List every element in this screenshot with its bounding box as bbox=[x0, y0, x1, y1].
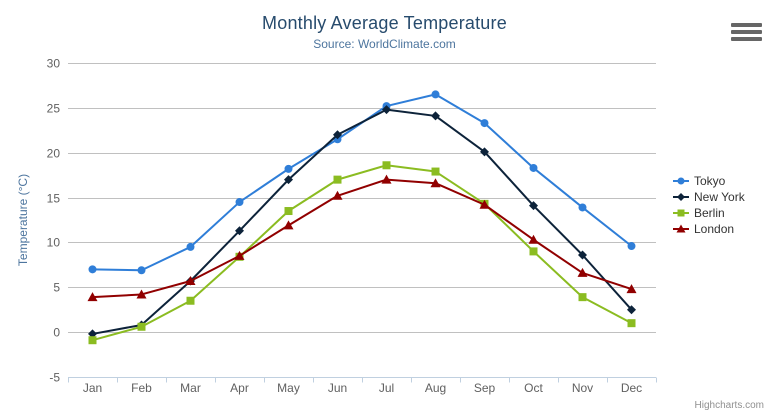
marker-london[interactable] bbox=[430, 178, 441, 188]
marker-tokyo[interactable] bbox=[137, 266, 146, 275]
credits-link[interactable]: Highcharts.com bbox=[694, 400, 764, 411]
hamburger-icon bbox=[731, 36, 762, 41]
marker-new-york[interactable] bbox=[578, 250, 587, 260]
marker-tokyo[interactable] bbox=[284, 164, 293, 173]
x-axis-tick-label: Dec bbox=[621, 381, 642, 395]
marker-tokyo[interactable] bbox=[480, 119, 489, 128]
marker-new-york[interactable] bbox=[431, 111, 440, 121]
marker-berlin[interactable] bbox=[88, 336, 97, 345]
marker-london[interactable] bbox=[528, 234, 539, 244]
legend-item-tokyo[interactable]: Tokyo bbox=[673, 173, 745, 189]
marker-new-york[interactable] bbox=[235, 226, 244, 236]
x-axis-tick-label: Apr bbox=[230, 381, 249, 395]
marker-berlin[interactable] bbox=[186, 296, 195, 305]
legend-marker-square-icon bbox=[673, 209, 689, 217]
marker-berlin[interactable] bbox=[382, 161, 391, 170]
x-axis-tick-label: Mar bbox=[180, 381, 201, 395]
legend-marker-diamond-icon bbox=[673, 193, 689, 201]
marker-london[interactable] bbox=[332, 190, 343, 200]
x-axis-tick-label: Feb bbox=[131, 381, 152, 395]
y-axis-tick-label: 15 bbox=[47, 192, 61, 206]
marker-tokyo[interactable] bbox=[627, 242, 636, 251]
x-axis-tick-label: Sep bbox=[474, 381, 496, 395]
marker-new-york[interactable] bbox=[88, 329, 97, 339]
legend-symbol bbox=[677, 177, 685, 185]
legend-marker-circle-icon bbox=[673, 177, 689, 185]
series-line-tokyo bbox=[91, 93, 633, 272]
legend: Tokyo New York Berlin London bbox=[673, 173, 745, 237]
legend-label: Berlin bbox=[694, 206, 725, 220]
series-line-new-york bbox=[91, 108, 633, 335]
marker-london[interactable] bbox=[185, 276, 196, 286]
legend-item-new-york[interactable]: New York bbox=[673, 189, 745, 205]
marker-london[interactable] bbox=[479, 199, 490, 209]
marker-berlin[interactable] bbox=[529, 247, 538, 256]
x-axis-tick-label: Jan bbox=[83, 381, 102, 395]
legend-item-london[interactable]: London bbox=[673, 221, 745, 237]
legend-item-berlin[interactable]: Berlin bbox=[673, 205, 745, 221]
context-menu-button[interactable] bbox=[731, 22, 763, 44]
y-axis-tick-label: -5 bbox=[49, 371, 60, 385]
marker-berlin[interactable] bbox=[431, 167, 440, 176]
marker-tokyo[interactable] bbox=[431, 90, 440, 99]
marker-london[interactable] bbox=[136, 289, 147, 299]
chart-subtitle: Source: WorldClimate.com bbox=[313, 37, 456, 51]
y-axis-title: Temperature (°C) bbox=[16, 174, 30, 266]
marker-london[interactable] bbox=[87, 292, 98, 302]
y-axis-tick-label: 0 bbox=[53, 326, 60, 340]
marker-london[interactable] bbox=[381, 174, 392, 184]
y-axis-tick-label: 25 bbox=[47, 102, 61, 116]
x-axis-tick-label: Jul bbox=[379, 381, 394, 395]
marker-berlin[interactable] bbox=[627, 319, 636, 328]
legend-marker-triangle-icon bbox=[673, 224, 689, 233]
hamburger-icon bbox=[731, 29, 762, 34]
legend-symbol bbox=[676, 224, 686, 233]
legend-symbol bbox=[677, 209, 685, 217]
legend-label: New York bbox=[694, 190, 745, 204]
chart-title: Monthly Average Temperature bbox=[262, 13, 507, 33]
marker-new-york[interactable] bbox=[529, 201, 538, 211]
marker-tokyo[interactable] bbox=[578, 203, 587, 212]
hamburger-icon bbox=[731, 22, 762, 27]
y-axis-tick-label: 10 bbox=[47, 236, 61, 250]
marker-tokyo[interactable] bbox=[235, 198, 244, 207]
marker-tokyo[interactable] bbox=[88, 265, 97, 274]
x-axis-tick-label: Jun bbox=[328, 381, 347, 395]
marker-tokyo[interactable] bbox=[186, 242, 195, 251]
marker-berlin[interactable] bbox=[333, 175, 342, 184]
series-line-berlin bbox=[91, 164, 633, 342]
marker-london[interactable] bbox=[577, 267, 588, 277]
y-axis-tick-label: 30 bbox=[47, 57, 61, 71]
x-axis-tick-label: Oct bbox=[524, 381, 543, 395]
x-axis-tick-label: Aug bbox=[425, 381, 446, 395]
y-axis-tick-label: 5 bbox=[53, 281, 60, 295]
marker-new-york[interactable] bbox=[480, 147, 489, 157]
marker-tokyo[interactable] bbox=[529, 163, 538, 172]
marker-new-york[interactable] bbox=[382, 105, 391, 115]
marker-berlin[interactable] bbox=[137, 322, 146, 331]
legend-symbol bbox=[677, 193, 685, 201]
marker-new-york[interactable] bbox=[284, 175, 293, 185]
marker-berlin[interactable] bbox=[284, 207, 293, 216]
marker-new-york[interactable] bbox=[333, 130, 342, 140]
x-axis-tick-label: Nov bbox=[572, 381, 593, 395]
marker-london[interactable] bbox=[626, 284, 637, 294]
y-axis-tick-label: 20 bbox=[47, 147, 61, 161]
marker-berlin[interactable] bbox=[578, 293, 587, 302]
legend-label: London bbox=[694, 222, 735, 236]
marker-new-york[interactable] bbox=[627, 305, 636, 315]
legend-label: Tokyo bbox=[694, 174, 726, 188]
marker-london[interactable] bbox=[283, 220, 294, 230]
series-line-london bbox=[91, 178, 633, 299]
x-axis-tick-label: May bbox=[277, 381, 300, 395]
marker-london[interactable] bbox=[234, 250, 245, 260]
